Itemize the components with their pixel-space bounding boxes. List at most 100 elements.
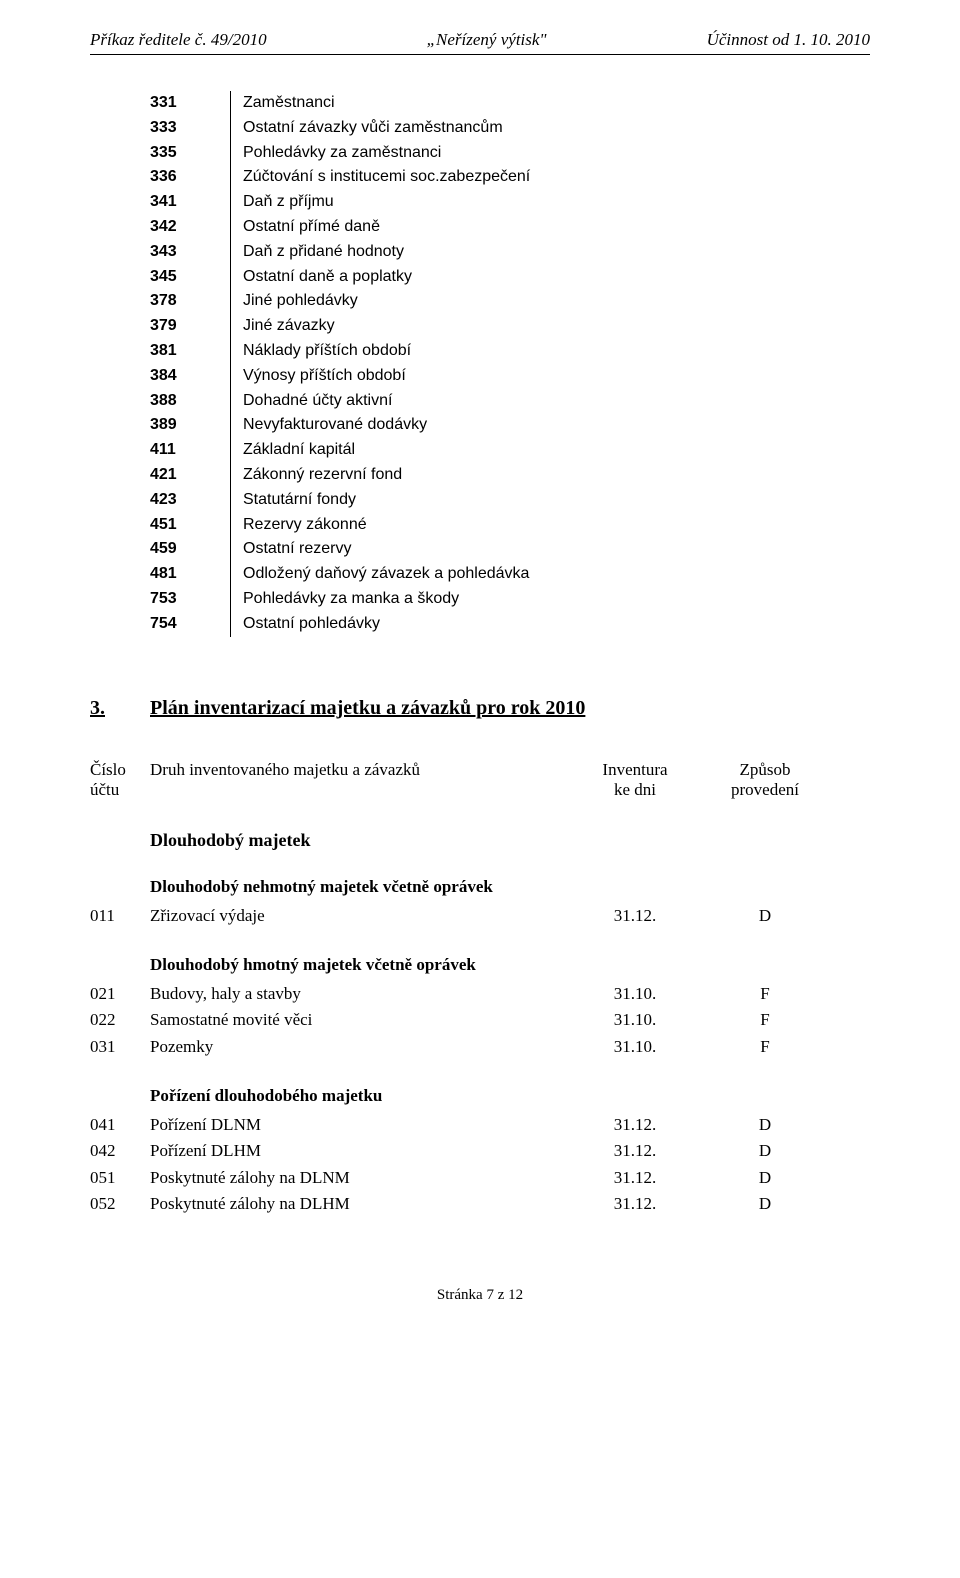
column-divider [230, 513, 231, 538]
inventory-row-code: 042 [90, 1138, 150, 1164]
account-row: 753Pohledávky za manka a škody [150, 587, 870, 612]
inventory-row-method: D [700, 903, 830, 929]
account-description: Zúčtování s institucemi soc.zabezpečení [243, 165, 530, 190]
inventory-row-description: Samostatné movité věci [150, 1007, 570, 1033]
column-divider [230, 389, 231, 414]
account-row: 335Pohledávky za zaměstnanci [150, 141, 870, 166]
inventory-row-date: 31.12. [570, 1112, 700, 1138]
account-row: 378Jiné pohledávky [150, 289, 870, 314]
page-footer: Stránka 7 z 12 [90, 1287, 870, 1304]
col-header-description: Druh inventovaného majetku a závazků [150, 760, 570, 800]
account-row: 411 Základní kapitál [150, 438, 870, 463]
inventory-row-code: 021 [90, 981, 150, 1007]
account-description: Ostatní závazky vůči zaměstnancům [243, 116, 503, 141]
inventory-row-code: 051 [90, 1165, 150, 1191]
inventory-group: Pořízení dlouhodobého majetku041Pořízení… [90, 1086, 870, 1217]
inventory-row-method: D [700, 1138, 830, 1164]
inventory-row-method: D [700, 1165, 830, 1191]
page-number: Stránka 7 z 12 [437, 1287, 523, 1303]
column-divider [230, 364, 231, 389]
account-row: 336Zúčtování s institucemi soc.zabezpeče… [150, 165, 870, 190]
account-row: 459Ostatní rezervy [150, 537, 870, 562]
account-code: 345 [150, 265, 230, 290]
account-row: 331Zaměstnanci [150, 91, 870, 116]
account-row: 333 Ostatní závazky vůči zaměstnancům [150, 116, 870, 141]
inventory-row-code: 022 [90, 1007, 150, 1033]
inventory-row-date: 31.10. [570, 1034, 700, 1060]
account-code: 331 [150, 91, 230, 116]
account-code: 388 [150, 389, 230, 414]
inventory-row-code: 052 [90, 1191, 150, 1217]
column-divider [230, 215, 231, 240]
account-code: 481 [150, 562, 230, 587]
account-description: Statutární fondy [243, 488, 356, 513]
account-row: 388Dohadné účty aktivní [150, 389, 870, 414]
account-row: 481 Odložený daňový závazek a pohledávka [150, 562, 870, 587]
inventory-row-method: F [700, 981, 830, 1007]
page-header: Příkaz ředitele č. 49/2010 „Neřízený výt… [90, 30, 870, 55]
account-code: 343 [150, 240, 230, 265]
account-description: Základní kapitál [243, 438, 355, 463]
col-header-line: účtu [90, 780, 150, 800]
account-row: 379Jiné závazky [150, 314, 870, 339]
inventory-row-description: Poskytnuté zálohy na DLNM [150, 1165, 570, 1191]
account-description: Rezervy zákonné [243, 513, 367, 538]
account-description: Daň z přidané hodnoty [243, 240, 404, 265]
col-header-date: Inventura ke dni [570, 760, 700, 800]
column-divider [230, 265, 231, 290]
account-description: Zákonný rezervní fond [243, 463, 402, 488]
column-divider [230, 141, 231, 166]
account-code: 378 [150, 289, 230, 314]
inventory-row-description: Zřizovací výdaje [150, 903, 570, 929]
account-code: 754 [150, 612, 230, 637]
section-number: 3. [90, 697, 150, 720]
header-right: Účinnost od 1. 10. 2010 [707, 30, 870, 50]
account-code: 451 [150, 513, 230, 538]
col-header-line: ke dni [570, 780, 700, 800]
column-divider [230, 91, 231, 116]
col-header-method: Způsob provedení [700, 760, 830, 800]
header-center: „Neřízený výtisk" [427, 30, 547, 50]
column-divider [230, 116, 231, 141]
account-description: Náklady příštích období [243, 339, 411, 364]
account-description: Pohledávky za manka a škody [243, 587, 459, 612]
account-code: 333 [150, 116, 230, 141]
inventory-row: 052Poskytnuté zálohy na DLHM31.12.D [90, 1191, 870, 1217]
account-row: 342Ostatní přímé daně [150, 215, 870, 240]
inventory-row-method: F [700, 1034, 830, 1060]
account-description: Odložený daňový závazek a pohledávka [243, 562, 529, 587]
account-row: 341Daň z příjmu [150, 190, 870, 215]
account-description: Nevyfakturované dodávky [243, 413, 427, 438]
account-description: Výnosy příštích období [243, 364, 406, 389]
account-description: Ostatní daně a poplatky [243, 265, 412, 290]
inventory-group-heading: Dlouhodobý nehmotný majetek včetně opráv… [150, 877, 870, 897]
accounts-table: 331Zaměstnanci333 Ostatní závazky vůči za… [150, 91, 870, 637]
col-header-account-number: Číslo účtu [90, 760, 150, 800]
account-row: 421Zákonný rezervní fond [150, 463, 870, 488]
top-level-heading: Dlouhodobý majetek [150, 830, 870, 851]
column-divider [230, 314, 231, 339]
inventory-table-header: Číslo účtu Druh inventovaného majetku a … [90, 760, 870, 800]
inventory-row-description: Pořízení DLNM [150, 1112, 570, 1138]
page: Příkaz ředitele č. 49/2010 „Neřízený výt… [0, 0, 960, 1344]
account-row: 384 Výnosy příštích období [150, 364, 870, 389]
column-divider [230, 289, 231, 314]
inventory-row-description: Pozemky [150, 1034, 570, 1060]
account-code: 389 [150, 413, 230, 438]
inventory-row-code: 031 [90, 1034, 150, 1060]
column-divider [230, 488, 231, 513]
col-header-line: Inventura [570, 760, 700, 780]
section-title: 3. Plán inventarizací majetku a závazků … [90, 697, 870, 720]
inventory-row-date: 31.12. [570, 1138, 700, 1164]
account-row: 345 Ostatní daně a poplatky [150, 265, 870, 290]
account-description: Ostatní přímé daně [243, 215, 380, 240]
account-code: 411 [150, 438, 230, 463]
column-divider [230, 438, 231, 463]
account-code: 384 [150, 364, 230, 389]
inventory-row-description: Budovy, haly a stavby [150, 981, 570, 1007]
inventory-groups: Dlouhodobý nehmotný majetek včetně opráv… [90, 877, 870, 1218]
inventory-row: 031Pozemky31.10.F [90, 1034, 870, 1060]
col-header-line: Číslo [90, 760, 150, 780]
column-divider [230, 190, 231, 215]
inventory-row-description: Poskytnuté zálohy na DLHM [150, 1191, 570, 1217]
